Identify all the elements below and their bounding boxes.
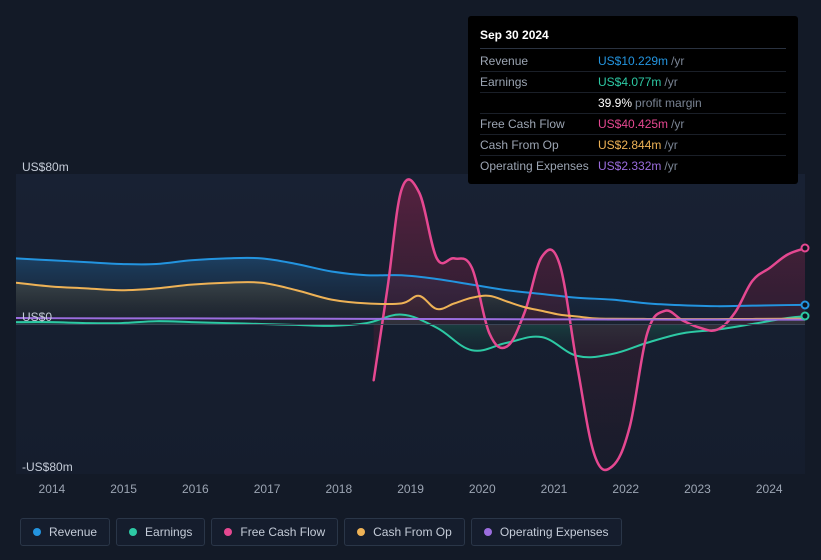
legend-dot-icon — [224, 528, 232, 536]
x-axis-tick: 2022 — [590, 482, 662, 496]
legend-label: Earnings — [145, 525, 192, 539]
chart-legend: Revenue Earnings Free Cash Flow Cash From O… — [20, 518, 622, 546]
tooltip-row-label: Earnings — [480, 75, 598, 89]
tooltip-title: Sep 30 2024 — [480, 24, 786, 49]
x-axis-tick: 2024 — [733, 482, 805, 496]
tooltip-rows: RevenueUS$10.229m/yrEarningsUS$4.077m/yr… — [480, 51, 786, 176]
legend-label: Cash From Op — [373, 525, 452, 539]
zero-gridline — [16, 324, 805, 325]
legend-item-revenue[interactable]: Revenue — [20, 518, 110, 546]
legend-dot-icon — [129, 528, 137, 536]
x-axis-tick: 2023 — [662, 482, 734, 496]
legend-item-operating-expenses[interactable]: Operating Expenses — [471, 518, 622, 546]
legend-dot-icon — [357, 528, 365, 536]
series-end-marker — [801, 300, 810, 309]
tooltip-row-label: Operating Expenses — [480, 159, 598, 173]
y-axis-label: -US$80m — [22, 460, 73, 474]
tooltip-row: Operating ExpensesUS$2.332m/yr — [480, 156, 786, 176]
legend-label: Revenue — [49, 525, 97, 539]
x-axis-tick: 2016 — [159, 482, 231, 496]
legend-label: Free Cash Flow — [240, 525, 325, 539]
legend-item-earnings[interactable]: Earnings — [116, 518, 205, 546]
tooltip-row-value: US$10.229m — [598, 54, 668, 68]
tooltip-row: Free Cash FlowUS$40.425m/yr — [480, 114, 786, 135]
x-axis-tick: 2015 — [88, 482, 160, 496]
tooltip-row-value: 39.9% — [598, 96, 632, 110]
x-axis-tick: 2020 — [446, 482, 518, 496]
tooltip-row-value: US$40.425m — [598, 117, 668, 131]
tooltip-row-suffix: /yr — [664, 159, 677, 173]
tooltip-row-suffix: /yr — [671, 117, 684, 131]
x-axis-tick: 2017 — [231, 482, 303, 496]
tooltip-row: Cash From OpUS$2.844m/yr — [480, 135, 786, 156]
y-axis-label: US$80m — [22, 160, 69, 174]
tooltip-row-label: Cash From Op — [480, 138, 598, 152]
legend-item-cash-from-op[interactable]: Cash From Op — [344, 518, 465, 546]
chart-plot-area[interactable] — [16, 174, 805, 474]
tooltip-row-value: US$2.844m — [598, 138, 661, 152]
tooltip-row: RevenueUS$10.229m/yr — [480, 51, 786, 72]
tooltip-row-suffix: /yr — [671, 54, 684, 68]
tooltip-row-suffix: profit margin — [635, 96, 702, 110]
financials-chart: 2014201520162017201820192020202120222023… — [16, 160, 805, 510]
legend-dot-icon — [33, 528, 41, 536]
legend-item-free-cash-flow[interactable]: Free Cash Flow — [211, 518, 338, 546]
series-end-marker — [801, 312, 810, 321]
chart-tooltip: Sep 30 2024 RevenueUS$10.229m/yrEarnings… — [468, 16, 798, 184]
x-axis-labels: 2014201520162017201820192020202120222023… — [16, 482, 805, 496]
y-axis-label: US$0 — [22, 310, 52, 324]
tooltip-row-suffix: /yr — [664, 138, 677, 152]
tooltip-row-value: US$2.332m — [598, 159, 661, 173]
legend-label: Operating Expenses — [500, 525, 609, 539]
tooltip-row-label: Revenue — [480, 54, 598, 68]
tooltip-row-value: US$4.077m — [598, 75, 661, 89]
x-axis-tick: 2021 — [518, 482, 590, 496]
x-axis-tick: 2014 — [16, 482, 88, 496]
tooltip-row-label: Free Cash Flow — [480, 117, 598, 131]
x-axis-tick: 2019 — [375, 482, 447, 496]
tooltip-row: 39.9%profit margin — [480, 93, 786, 114]
series-end-marker — [801, 244, 810, 253]
tooltip-row-suffix: /yr — [664, 75, 677, 89]
legend-dot-icon — [484, 528, 492, 536]
tooltip-row: EarningsUS$4.077m/yr — [480, 72, 786, 93]
x-axis-tick: 2018 — [303, 482, 375, 496]
